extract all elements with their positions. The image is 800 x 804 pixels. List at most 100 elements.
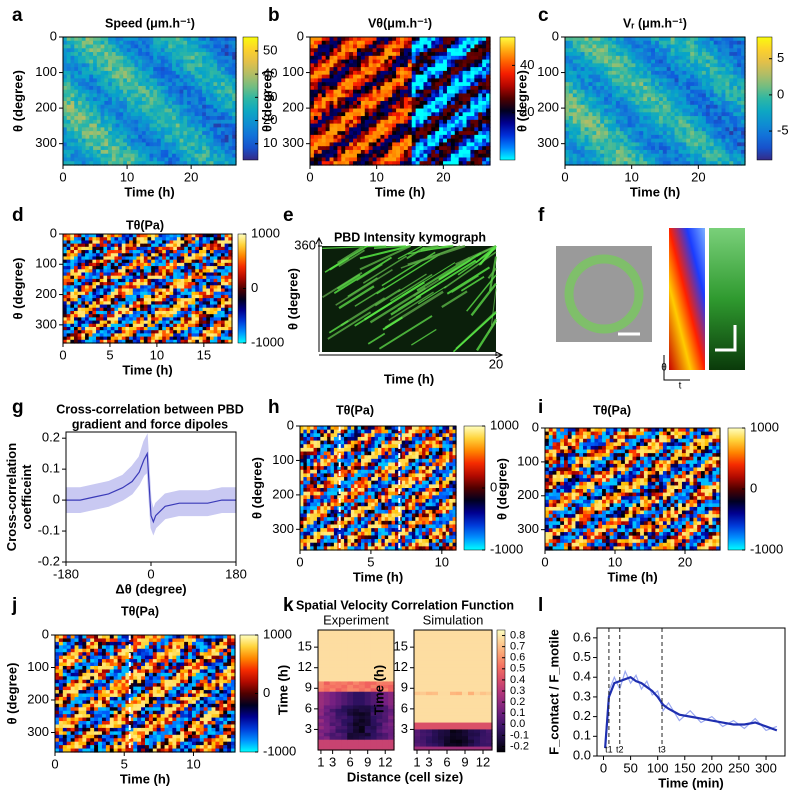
heatmap-cell	[168, 37, 173, 42]
heatmap-cell	[108, 161, 113, 166]
heatmap-cell	[81, 63, 87, 68]
heatmap-cell	[66, 317, 71, 322]
heatmap-cell	[415, 59, 421, 64]
heatmap-cell	[713, 101, 719, 106]
heatmap-cell	[741, 142, 746, 147]
heatmap-cell	[678, 52, 683, 57]
heatmap-cell	[317, 138, 323, 144]
heatmap-cell	[78, 74, 83, 80]
heatmap-cell	[160, 142, 166, 147]
heatmap-cell	[486, 44, 491, 49]
heatmap-cell	[220, 85, 226, 91]
heatmap-cell	[666, 48, 672, 53]
heatmap-cell	[678, 85, 683, 91]
heatmap-cell	[604, 44, 609, 49]
heatmap-cell	[411, 40, 417, 46]
heatmap-cell	[694, 134, 699, 140]
heatmap-cell	[639, 131, 644, 136]
heatmap-cell	[655, 101, 660, 106]
heatmap-cell	[396, 108, 401, 113]
heatmap-cell	[733, 146, 738, 151]
heatmap-cell	[96, 127, 102, 132]
heatmap-cell	[209, 104, 215, 110]
heatmap-cell	[70, 256, 75, 261]
heatmap-cell	[104, 74, 109, 80]
heatmap-cell	[321, 70, 327, 76]
heatmap-cell	[631, 85, 637, 91]
heatmap-cell	[372, 63, 378, 68]
heatmap-cell	[388, 108, 393, 113]
heatmap-cell	[686, 112, 691, 117]
heatmap-cell	[450, 127, 456, 132]
heatmap-cell	[153, 134, 158, 140]
heatmap-cell	[104, 67, 109, 72]
heatmap-cell	[372, 119, 378, 125]
heatmap-cell	[126, 63, 132, 68]
heatmap-cell	[96, 131, 102, 136]
heatmap-cell	[427, 67, 432, 72]
heatmap-cell	[721, 153, 727, 159]
heatmap-cell	[123, 138, 128, 144]
heatmap-cell	[725, 82, 730, 87]
heatmap-cell	[651, 146, 656, 151]
heatmap-cell	[701, 153, 707, 159]
heatmap-cell	[435, 82, 440, 87]
heatmap-cell	[187, 59, 192, 64]
heatmap-cell	[205, 101, 211, 106]
heatmap-cell	[179, 161, 184, 166]
heatmap-cell	[713, 40, 719, 46]
heatmap-cell	[66, 330, 71, 334]
heatmap-cell	[741, 82, 746, 87]
heatmap-cell	[611, 112, 617, 117]
heatmap-cell	[104, 108, 109, 113]
heatmap-cell	[232, 146, 237, 151]
heatmap-cell	[600, 78, 605, 83]
heatmap-cell	[126, 85, 132, 91]
heatmap-cell	[93, 142, 98, 147]
heatmap-cell	[670, 40, 676, 46]
heatmap-cell	[576, 78, 582, 83]
heatmap-cell	[228, 40, 233, 46]
heatmap-cell	[643, 108, 648, 113]
heatmap-cell	[228, 97, 233, 102]
heatmap-cell	[321, 123, 327, 128]
heatmap-cell	[145, 89, 151, 95]
heatmap-cell	[705, 70, 711, 76]
heatmap-cell	[164, 44, 169, 49]
heatmap-cell	[411, 48, 417, 53]
heatmap-cell	[741, 70, 746, 76]
heatmap-cell	[682, 149, 687, 155]
heatmap-cell	[164, 134, 169, 140]
heatmap-cell	[655, 48, 660, 53]
heatmap-cell	[119, 138, 124, 144]
heatmap-cell	[392, 142, 397, 147]
heatmap-cell	[705, 63, 711, 68]
heatmap-cell	[565, 85, 570, 91]
heatmap-cell	[627, 131, 633, 136]
heatmap-cell	[615, 153, 621, 159]
heatmap-cell	[623, 44, 629, 49]
heatmap-cell	[89, 157, 94, 162]
heatmap-cell	[337, 108, 342, 113]
heatmap-cell	[474, 59, 479, 64]
heatmap-cell	[737, 55, 742, 61]
heatmap-cell	[627, 142, 633, 147]
heatmap-cell	[145, 142, 151, 147]
heatmap-cell	[431, 52, 436, 57]
heatmap-cell	[407, 89, 413, 95]
heatmap-cell	[431, 93, 436, 98]
heatmap-cell	[698, 93, 703, 98]
heatmap-cell	[198, 142, 203, 147]
heatmap-cell	[213, 112, 218, 117]
heatmap-cell	[651, 93, 656, 98]
heatmap-cell	[403, 131, 409, 136]
heatmap-cell	[384, 153, 389, 159]
heatmap-cell	[729, 142, 734, 147]
heatmap-cell	[164, 63, 169, 68]
heatmap-cell	[153, 93, 158, 98]
heatmap-cell	[224, 146, 230, 151]
heatmap-cell	[647, 149, 652, 155]
heatmap-cell	[678, 67, 683, 72]
heatmap-cell	[454, 108, 460, 113]
heatmap-cell	[435, 104, 440, 110]
